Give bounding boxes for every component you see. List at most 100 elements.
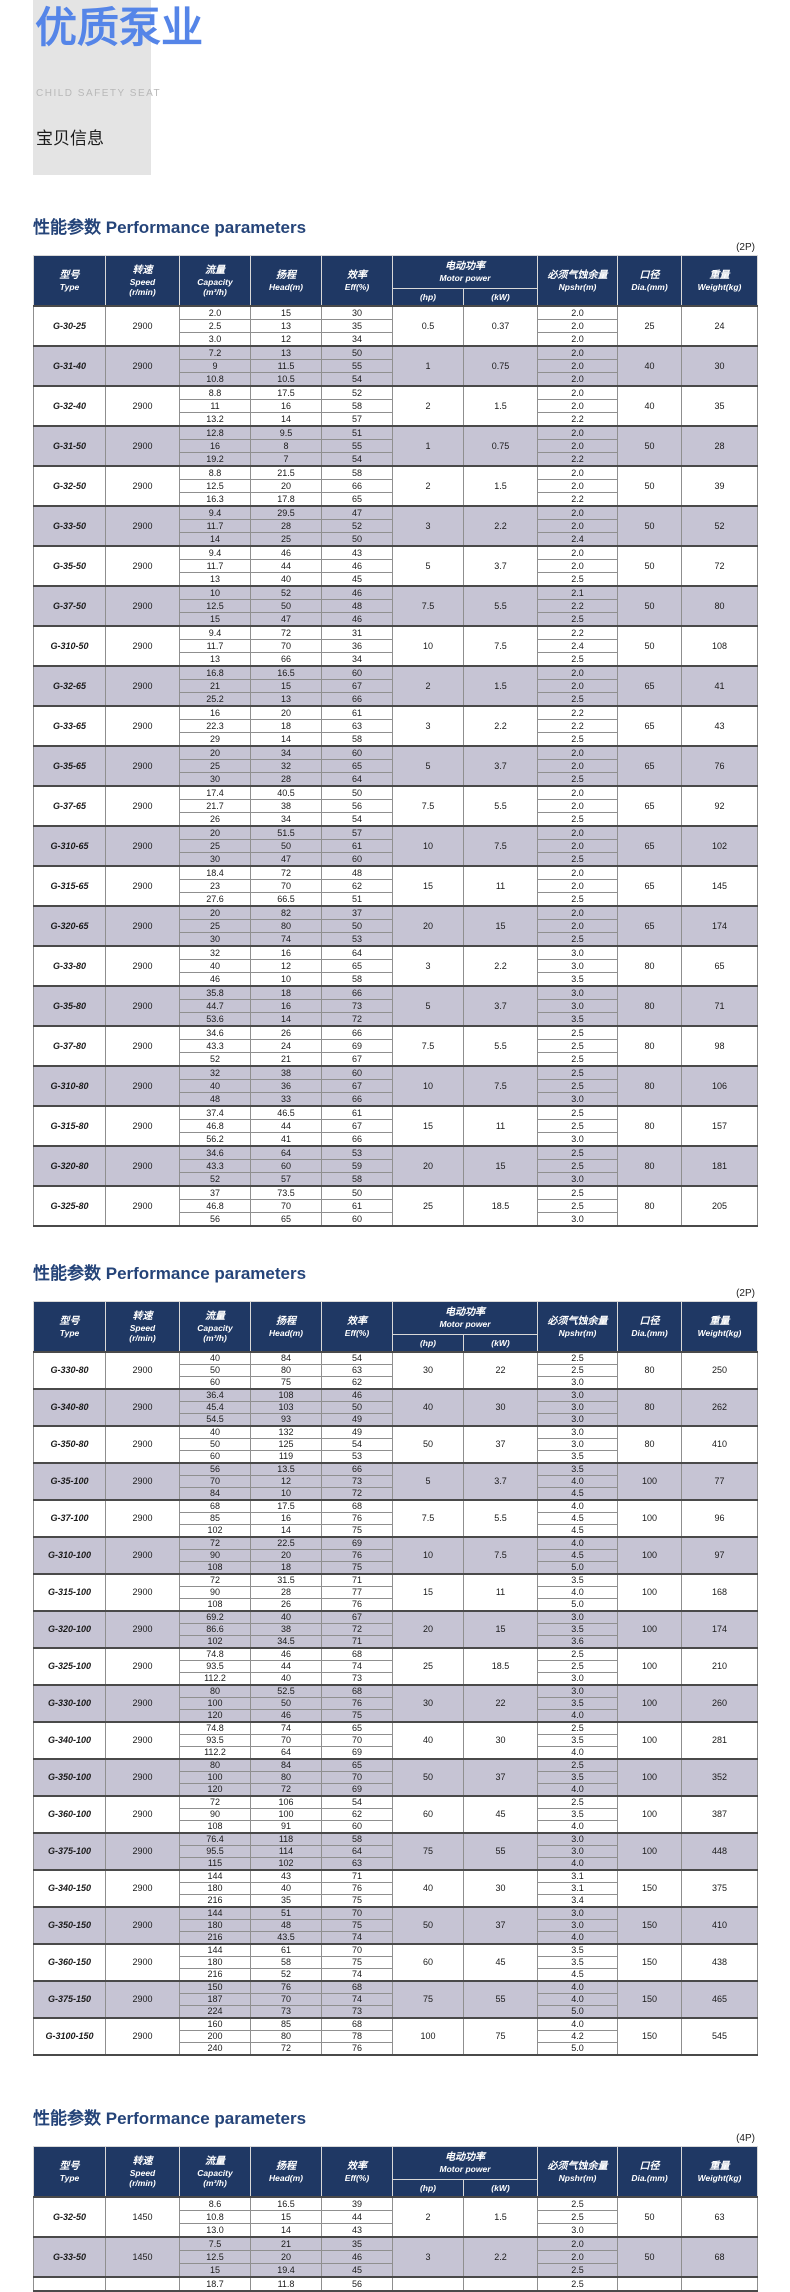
capacity-cell: 43.3: [179, 1039, 251, 1053]
dia-cell: 80: [617, 1388, 682, 1427]
capacity-cell: 11.7: [179, 639, 251, 653]
head-cell: 84: [250, 1758, 322, 1772]
dia-cell: 150: [617, 2017, 682, 2056]
kw-cell: 45: [463, 1943, 538, 1982]
capacity-cell: 112.2: [179, 1746, 251, 1760]
head-cell: 41: [250, 1132, 322, 1147]
model-row: G-310-80 2900 32 38 60 10 7.5 2.5 80 106: [33, 1065, 758, 1107]
model-row: G-31-40 2900 7.2 13 50 1 0.75 2.0 40 30: [33, 345, 758, 387]
dia-cell: 100: [617, 1610, 682, 1649]
col-header-motor-power-en: Motor power: [439, 1319, 491, 1329]
capacity-cell: 16.8: [179, 665, 251, 680]
model-sub-row: 216 43.5 74 4.0: [34, 1931, 758, 1945]
model-row: G-340-80 2900 36.4 108 46 40 30 3.0 80 262: [33, 1388, 758, 1427]
dia-cell: 100: [617, 1647, 682, 1686]
head-cell: 33: [250, 1092, 322, 1107]
capacity-cell: 10.8: [179, 2210, 251, 2224]
eff-cell: 67: [321, 1052, 393, 1067]
kw-cell: 7.5: [463, 825, 538, 867]
model-row: G-35-50 2900 9.4 46 43 5 3.7 2.0 50 72: [33, 545, 758, 587]
dia-cell: 65: [617, 905, 682, 947]
eff-cell: 45: [321, 572, 393, 587]
capacity-cell: 120: [179, 1709, 251, 1723]
npshr-cell: 2.0: [537, 879, 618, 893]
model-row: G-310-100 2900 72 22.5 69 10 7.5 4.0 100 97: [33, 1536, 758, 1575]
eff-cell: 75: [321, 1524, 393, 1538]
hp-cell: 60: [392, 1943, 464, 1982]
weight-cell: 174: [681, 905, 758, 947]
npshr-cell: 3.0: [537, 1438, 618, 1451]
npshr-cell: 2.5: [537, 812, 618, 827]
capacity-cell: 32: [179, 945, 251, 960]
capacity-cell: 74.8: [179, 1647, 251, 1661]
head-cell: 12: [250, 1475, 322, 1488]
capacity-cell: 8.8: [179, 385, 251, 400]
section-title-zh: 性能参数: [33, 1264, 101, 1283]
speed-cell: 2900: [105, 1610, 180, 1649]
pole-count-tag: (4P): [736, 2133, 755, 2144]
head-cell: 14: [250, 2223, 322, 2238]
npshr-cell: 3.0: [537, 985, 618, 1000]
capacity-cell: 84: [179, 1487, 251, 1501]
capacity-cell: 11.7: [179, 519, 251, 533]
model-name-cell: G-35-65: [33, 745, 106, 787]
hp-cell: 10: [392, 1065, 464, 1107]
section-title-zh: 性能参数: [33, 2109, 101, 2128]
eff-cell: 31: [321, 625, 393, 640]
model-row: G-325-100 2900 74.8 46 68 25 18.5 2.5 100 210: [33, 1647, 758, 1686]
model-row: G-33-50 1450 7.5 21 35 3 2.2 2.0 50 68: [33, 2236, 758, 2278]
model-row: G-37-80 2900 34.6 26 66 7.5 5.5 2.5 80 98: [33, 1025, 758, 1067]
eff-cell: 75: [321, 1919, 393, 1932]
model-sub-row: 90 20 76 4.5: [34, 1549, 758, 1562]
model-name-cell: G-37-80: [33, 1025, 106, 1067]
col-header-capacity-en: Capacity: [197, 276, 233, 287]
eff-cell: 50: [321, 1401, 393, 1414]
table-body: G-30-25 2900 2.0 15 30 0.5 0.37 2.0 25 24 2.5 13 35 2…: [33, 305, 758, 1227]
npshr-cell: 2.0: [537, 865, 618, 880]
dia-cell: 100: [617, 1536, 682, 1575]
model-name-cell: G-35-80: [33, 985, 106, 1027]
eff-cell: 56: [321, 2276, 393, 2292]
table-body: G-330-80 2900 40 84 54 30 22 2.5 80 250 50 80 63 2.5 6…: [33, 1351, 758, 2056]
dia-cell: 100: [617, 1684, 682, 1723]
npshr-cell: 4.5: [537, 1549, 618, 1562]
col-header-speed: 转速 Speed (r/min): [105, 2146, 180, 2198]
capacity-cell: 90: [179, 1808, 251, 1821]
head-cell: 12: [250, 332, 322, 347]
head-cell: 80: [250, 919, 322, 933]
kw-cell: 0.37: [463, 305, 538, 347]
capacity-cell: 44.7: [179, 999, 251, 1013]
eff-cell: 36: [321, 639, 393, 653]
head-cell: 44: [250, 1660, 322, 1673]
npshr-cell: 3.5: [537, 1450, 618, 1464]
eff-cell: 66: [321, 1025, 393, 1040]
performance-table-2: 型号 Type 转速 Speed (r/min) 流量 Capacity (m³/h) 扬程 He…: [33, 1301, 758, 2056]
model-row: G-310-65 2900 20 51.5 57 10 7.5 2.0 65 102: [33, 825, 758, 867]
hp-cell: 30: [392, 1684, 464, 1723]
npshr-cell: 3.0: [537, 1212, 618, 1227]
npshr-cell: 2.0: [537, 439, 618, 453]
model-row: G-33-50 2900 9.4 29.5 47 3 2.2 2.0 50 52: [33, 505, 758, 547]
col-header-head: 扬程 Head(m): [250, 2146, 322, 2198]
head-cell: 93: [250, 1413, 322, 1427]
col-header-eff: 效率 Eff(%): [321, 255, 393, 307]
eff-cell: 46: [321, 612, 393, 627]
model-sub-row: 85 16 76 4.5: [34, 1512, 758, 1525]
head-cell: 21: [250, 1052, 322, 1067]
model-name-cell: G-310-50: [33, 625, 106, 667]
model-name-cell: G-31-50: [33, 425, 106, 467]
npshr-cell: 2.0: [537, 679, 618, 693]
model-name-cell: G-310-80: [33, 1065, 106, 1107]
eff-cell: 67: [321, 1079, 393, 1093]
npshr-cell: 2.5: [537, 1079, 618, 1093]
capacity-cell: 102: [179, 1635, 251, 1649]
capacity-cell: 10: [179, 585, 251, 600]
brand-title: 优质泵业: [35, 4, 204, 51]
eff-cell: 76: [321, 1882, 393, 1895]
capacity-cell: 19.2: [179, 452, 251, 467]
model-row: G-315-80 2900 37.4 46.5 61 15 11 2.5 80 157: [33, 1105, 758, 1147]
model-sub-row: 12.5 50 48 2.2: [34, 599, 758, 613]
head-cell: 65: [250, 1212, 322, 1227]
eff-cell: 68: [321, 2017, 393, 2031]
model-sub-row: 11 16 58 2.0: [34, 399, 758, 413]
